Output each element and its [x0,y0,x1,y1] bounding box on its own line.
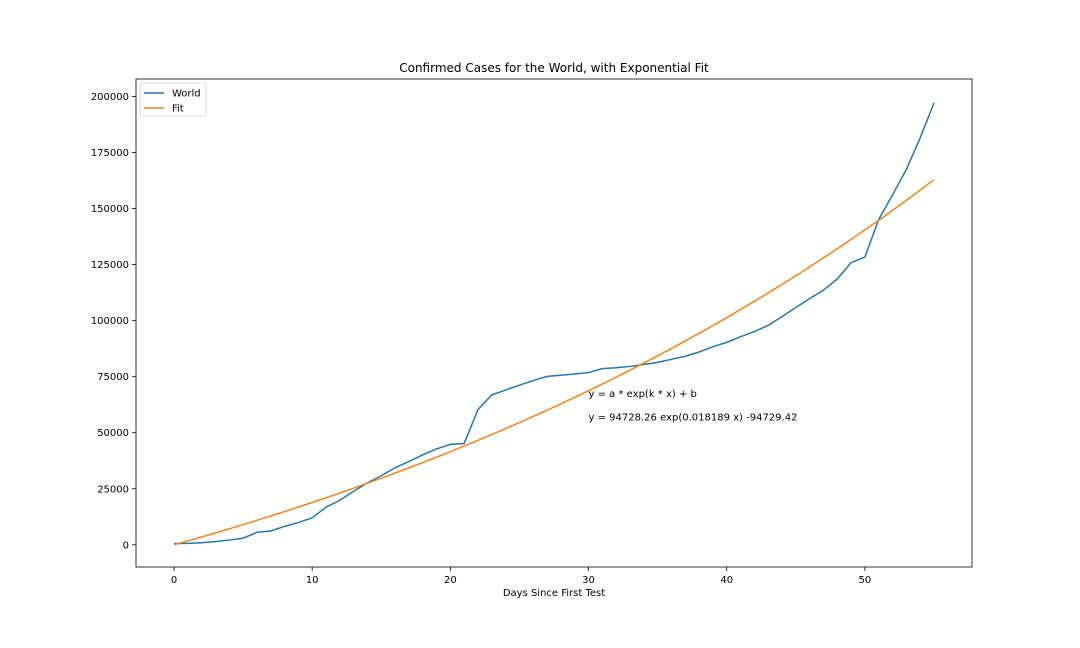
legend: World Fit [139,82,207,117]
x-tick-label: 20 [444,575,457,586]
series-line-fit [173,179,935,546]
legend-label-fit: Fit [172,104,184,115]
x-tick-label: 30 [582,575,595,586]
fit-equation-annotation-2: y = 94728.26 exp(0.018189 x) -94729.42 [589,412,798,423]
plot-frame [135,78,973,568]
annotations: y = a * exp(k * x) + b y = 94728.26 exp(0… [589,389,798,424]
x-tick-label: 10 [306,575,319,586]
y-tick-label: 75000 [97,372,129,383]
y-tick-label: 100000 [91,316,129,327]
y-tick-label: 125000 [91,260,129,271]
plot-area [135,78,973,568]
y-tick-label: 175000 [91,148,129,159]
axis-ticks: 0 10 20 30 40 50 0 25000 50000 75000 100000 125000 1… [91,92,871,586]
y-tick-label: 200000 [91,92,129,103]
x-tick-label: 50 [859,575,872,586]
x-tick-label: 40 [720,575,733,586]
y-tick-label: 150000 [91,204,129,215]
y-tick-label: 25000 [97,484,129,495]
fit-equation-annotation-1: y = a * exp(k * x) + b [589,389,697,400]
y-tick-label: 50000 [97,428,129,439]
series-line-world [173,102,935,545]
y-tick-label: 0 [123,540,129,551]
x-axis-title: Days Since First Test [503,588,605,599]
legend-label-world: World [172,89,201,100]
chart-title: Confirmed Cases for the World, with Expo… [399,61,709,75]
x-tick-label: 0 [171,575,177,586]
